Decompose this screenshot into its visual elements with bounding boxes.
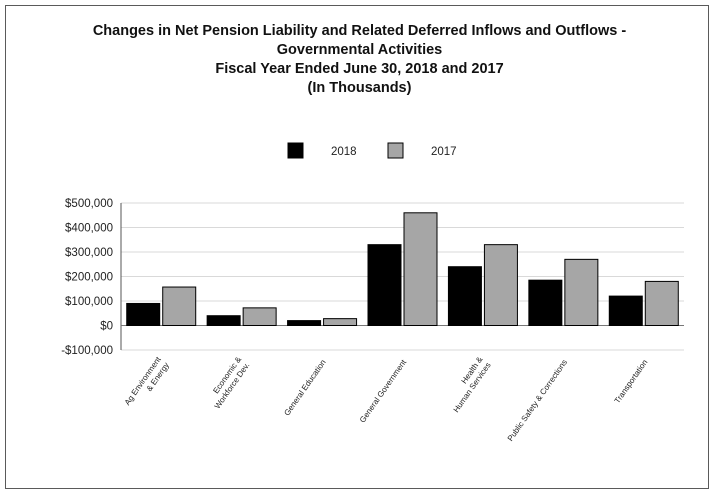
- title-line-3: Fiscal Year Ended June 30, 2018 and 2017: [215, 61, 504, 77]
- category-label: General Education: [282, 358, 327, 417]
- chart-title: Changes in Net Pension Liability and Rel…: [0, 22, 719, 98]
- category-label: General Government: [358, 357, 409, 424]
- bar-2017: [403, 212, 438, 326]
- bar-2018: [287, 320, 322, 327]
- bar-2018: [367, 244, 402, 326]
- legend-label-2017: 2017: [431, 146, 457, 158]
- category-label-line: General Government: [358, 357, 409, 424]
- bar-2018: [608, 295, 643, 327]
- bar-2017: [242, 307, 277, 326]
- category-label: Economic &Workforce Dev.: [205, 355, 252, 411]
- bar-2018: [126, 302, 161, 327]
- y-tick-label: $400,000: [65, 223, 113, 235]
- category-label: Ag Environment& Energy: [123, 354, 172, 412]
- title-line-2: Governmental Activities: [276, 42, 443, 58]
- bar-2018: [528, 279, 563, 326]
- legend-label-2018: 2018: [331, 146, 357, 158]
- y-tick-label: $0: [100, 321, 113, 333]
- category-label-line: Public Safety & Corrections: [506, 358, 569, 443]
- category-label-line: General Education: [282, 358, 327, 417]
- category-label: Transportation: [613, 358, 650, 405]
- y-tick-label: $200,000: [65, 272, 113, 284]
- bar-2017: [564, 258, 599, 327]
- bar-2018: [447, 266, 482, 327]
- y-tick-label: -$100,000: [61, 345, 113, 357]
- category-label: Health &Human Services: [443, 355, 493, 415]
- chart-frame: [5, 5, 709, 489]
- y-tick-label: $100,000: [65, 296, 113, 308]
- bar-2017: [483, 244, 518, 326]
- y-tick-label: $500,000: [65, 198, 113, 210]
- bar-2018: [206, 315, 241, 327]
- bar-2017: [323, 318, 358, 327]
- title-line-4: (In Thousands): [307, 80, 412, 96]
- legend-swatch-2017: [387, 142, 404, 159]
- bar-2017: [644, 280, 679, 326]
- legend-swatch-2018: [287, 142, 304, 159]
- y-tick-label: $300,000: [65, 247, 113, 259]
- category-label-line: Transportation: [613, 358, 650, 405]
- title-line-1: Changes in Net Pension Liability and Rel…: [92, 23, 627, 39]
- category-label: Public Safety & Corrections: [506, 358, 569, 443]
- bar-2017: [162, 286, 197, 327]
